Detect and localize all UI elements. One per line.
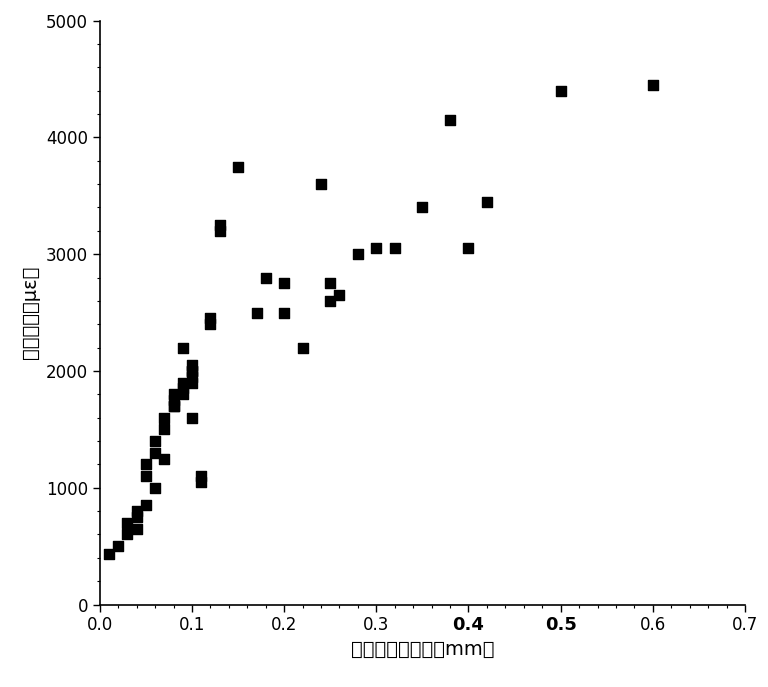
Point (131, 523, 143, 534)
Point (333, 289, 346, 300)
Point (158, 412, 170, 423)
Point (204, 313, 217, 324)
Point (481, 196, 493, 207)
Point (370, 243, 382, 254)
Point (177, 342, 189, 353)
Point (186, 412, 198, 423)
Point (121, 517, 134, 528)
Point (131, 506, 143, 517)
Point (121, 529, 134, 540)
Point (186, 365, 198, 376)
X-axis label: 裂缝宽度实测値（mm）: 裂缝宽度实测値（mm） (351, 640, 494, 659)
Point (167, 389, 180, 400)
Point (177, 383, 189, 394)
Point (131, 511, 143, 522)
Point (324, 278, 336, 289)
Point (315, 179, 327, 190)
Point (186, 365, 198, 376)
Point (195, 471, 207, 482)
Point (186, 371, 198, 382)
Point (554, 85, 567, 96)
Point (177, 377, 189, 388)
Point (158, 453, 170, 464)
Point (158, 424, 170, 435)
Point (195, 477, 207, 488)
Point (647, 79, 659, 90)
Point (149, 436, 161, 447)
Y-axis label: 光纤应变（με）: 光纤应变（με） (22, 266, 41, 359)
Point (140, 500, 152, 511)
Point (214, 219, 226, 230)
Point (140, 471, 152, 482)
Point (278, 307, 290, 318)
Point (389, 243, 401, 254)
Point (186, 377, 198, 388)
Point (352, 249, 364, 260)
Point (167, 401, 180, 412)
Point (186, 359, 198, 370)
Point (324, 295, 336, 306)
Point (444, 114, 456, 125)
Point (103, 549, 115, 560)
Point (278, 278, 290, 289)
Point (462, 243, 475, 254)
Point (149, 482, 161, 493)
Point (204, 319, 217, 330)
Point (167, 394, 180, 405)
Point (416, 202, 429, 213)
Point (177, 389, 189, 400)
Point (167, 401, 180, 412)
Point (112, 541, 124, 552)
Point (214, 225, 226, 236)
Point (140, 459, 152, 470)
Point (149, 447, 161, 458)
Point (250, 307, 263, 318)
Point (296, 342, 309, 353)
Point (232, 161, 244, 172)
Point (260, 272, 272, 283)
